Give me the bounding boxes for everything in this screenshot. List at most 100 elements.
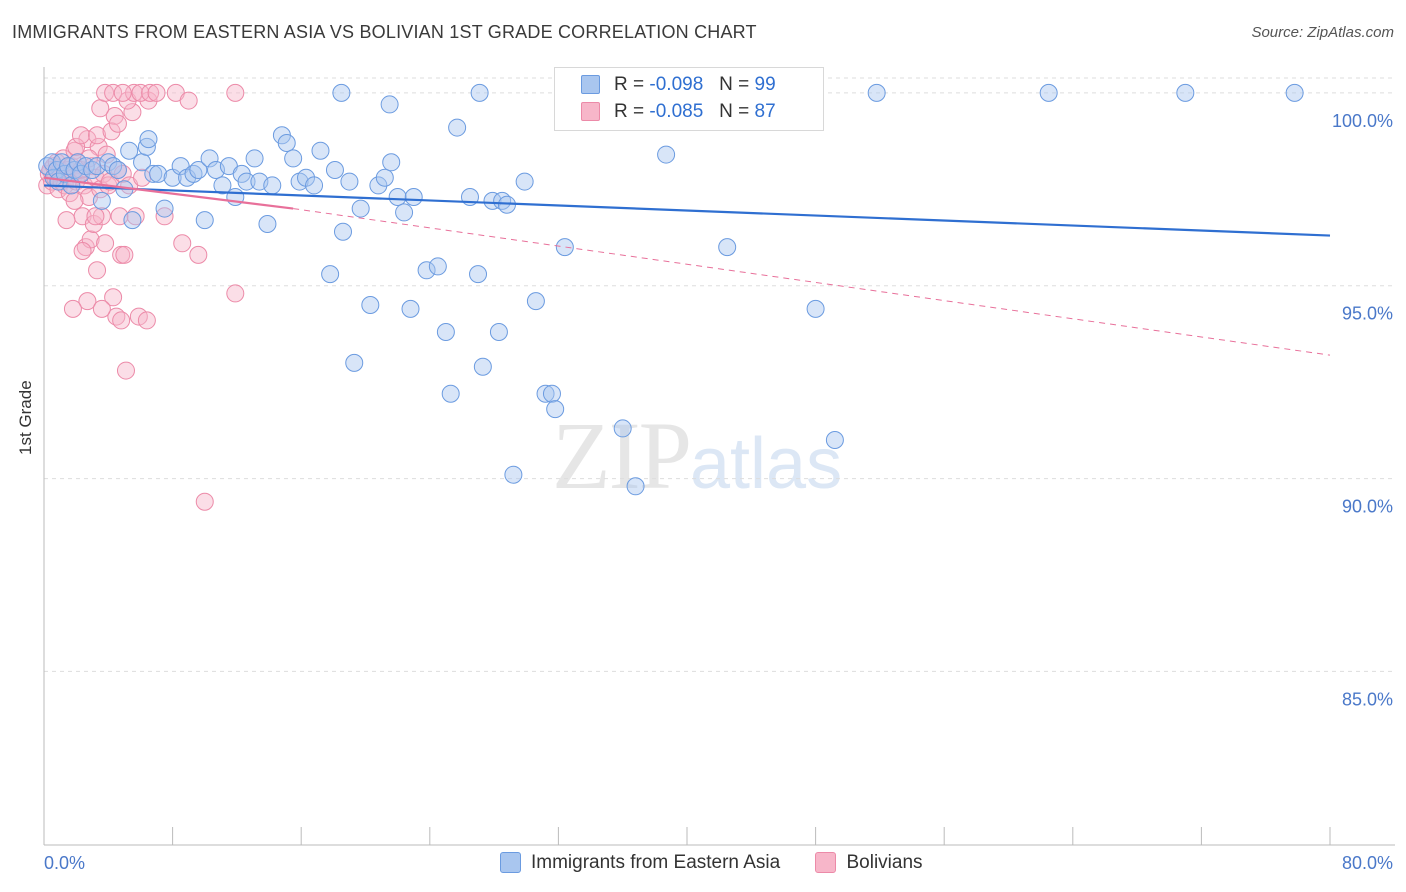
point-eastern-asia — [473, 357, 492, 376]
trend-line-bolivians — [43, 176, 294, 210]
point-eastern-asia — [345, 353, 364, 372]
point-eastern-asia — [825, 431, 844, 449]
point-bolivians — [71, 126, 90, 145]
axes — [43, 67, 1395, 846]
legend-swatch-pink — [581, 102, 600, 122]
point-bolivians — [195, 492, 214, 511]
legend-r-label: R = — [614, 101, 645, 122]
point-eastern-asia — [139, 130, 158, 149]
point-eastern-asia — [388, 188, 407, 206]
legend-r-value: -0.085 — [649, 101, 704, 122]
legend-swatch-blue — [581, 75, 600, 95]
point-bolivians — [96, 234, 115, 253]
point-bolivians — [57, 211, 76, 230]
legend-swatch-blue — [500, 852, 521, 874]
point-bolivians — [94, 164, 113, 183]
y-tick-label: 90.0% — [1342, 497, 1393, 517]
point-bolivians — [88, 126, 107, 145]
point-bolivians — [73, 242, 92, 260]
trend-lines — [43, 176, 1331, 356]
point-eastern-asia — [375, 168, 394, 187]
point-eastern-asia — [321, 265, 340, 284]
point-bolivians — [108, 114, 127, 133]
point-eastern-asia — [417, 261, 436, 280]
legend-row-eastern-asia: R = -0.098 N = 99 — [581, 74, 776, 100]
point-eastern-asia — [395, 203, 414, 222]
legend-n-label: N = — [719, 74, 750, 95]
tick-labels: 85.0% 90.0% 95.0% 100.0% 0.0% 80.0% — [44, 111, 1393, 873]
point-eastern-asia — [155, 199, 174, 218]
watermark-atlas: atlas — [690, 424, 843, 504]
point-bolivians — [131, 83, 150, 102]
x-tick-label: 80.0% — [1342, 853, 1393, 873]
y-tick-label: 95.0% — [1342, 304, 1393, 324]
point-eastern-asia — [325, 161, 344, 179]
legend-r-label: R = — [614, 74, 645, 95]
point-bolivians — [147, 83, 166, 102]
point-eastern-asia — [380, 95, 399, 114]
x-tick-label: 0.0% — [44, 853, 85, 873]
point-bolivians — [67, 137, 86, 156]
legend-label-eastern-asia: Immigrants from Eastern Asia — [531, 852, 781, 873]
point-bolivians — [97, 145, 116, 164]
legend-n-value: 87 — [754, 101, 776, 122]
point-bolivians — [92, 299, 111, 318]
point-eastern-asia — [401, 299, 420, 318]
point-eastern-asia — [504, 465, 523, 484]
correlation-legend: R = -0.098 N = 99 R = -0.085 N = 87 — [554, 67, 824, 131]
point-eastern-asia — [542, 384, 561, 403]
point-eastern-asia — [137, 137, 156, 156]
point-eastern-asia — [428, 257, 447, 276]
point-eastern-asia — [1039, 83, 1058, 102]
point-bolivians — [226, 284, 245, 303]
trend-line-eastern-asia — [43, 184, 1331, 237]
point-bolivians — [155, 207, 174, 226]
point-eastern-asia — [536, 384, 555, 403]
point-bolivians — [113, 83, 132, 102]
legend-n-label: N = — [719, 101, 750, 122]
point-eastern-asia — [1176, 83, 1195, 102]
point-bolivians — [65, 191, 84, 210]
point-eastern-asia — [144, 164, 163, 183]
y-tick-label: 85.0% — [1342, 689, 1393, 709]
point-bolivians — [102, 122, 121, 141]
legend-r-value: -0.098 — [649, 74, 704, 95]
point-eastern-asia — [448, 118, 467, 137]
point-eastern-asia — [546, 400, 565, 419]
point-eastern-asia — [470, 83, 489, 102]
point-bolivians — [92, 207, 111, 226]
point-eastern-asia — [311, 141, 330, 160]
series-bolivians — [38, 83, 245, 511]
point-eastern-asia — [258, 215, 277, 233]
point-eastern-asia — [108, 161, 127, 179]
point-eastern-asia — [469, 265, 488, 284]
chart-title: IMMIGRANTS FROM EASTERN ASIA VS BOLIVIAN… — [12, 22, 757, 42]
point-bolivians — [112, 311, 131, 330]
point-eastern-asia — [867, 83, 886, 102]
point-eastern-asia — [361, 296, 380, 314]
source-label: Source: ZipAtlas.com — [1251, 24, 1394, 41]
point-eastern-asia — [555, 238, 574, 257]
point-eastern-asia — [718, 238, 737, 257]
point-eastern-asia — [340, 172, 359, 191]
series-legend: Immigrants from Eastern Asia Bolivians — [500, 852, 953, 874]
point-eastern-asia — [657, 145, 676, 164]
point-eastern-asia — [120, 141, 139, 160]
point-bolivians — [137, 311, 156, 330]
point-eastern-asia — [245, 149, 264, 168]
point-bolivians — [115, 245, 134, 264]
point-bolivians — [179, 91, 198, 110]
point-bolivians — [104, 288, 123, 307]
legend-item-bolivians: Bolivians — [815, 852, 923, 874]
point-eastern-asia — [200, 149, 219, 168]
point-bolivians — [123, 103, 142, 122]
point-bolivians — [189, 245, 208, 264]
point-eastern-asia — [263, 176, 282, 195]
point-eastern-asia — [305, 176, 324, 195]
trend-line-bolivians-extrapolated — [293, 208, 1331, 356]
legend-row-bolivians: R = -0.085 N = 87 — [581, 101, 776, 127]
point-eastern-asia — [92, 191, 111, 210]
point-bolivians — [173, 234, 192, 253]
legend-label-bolivians: Bolivians — [846, 852, 923, 873]
point-eastern-asia — [195, 211, 214, 230]
